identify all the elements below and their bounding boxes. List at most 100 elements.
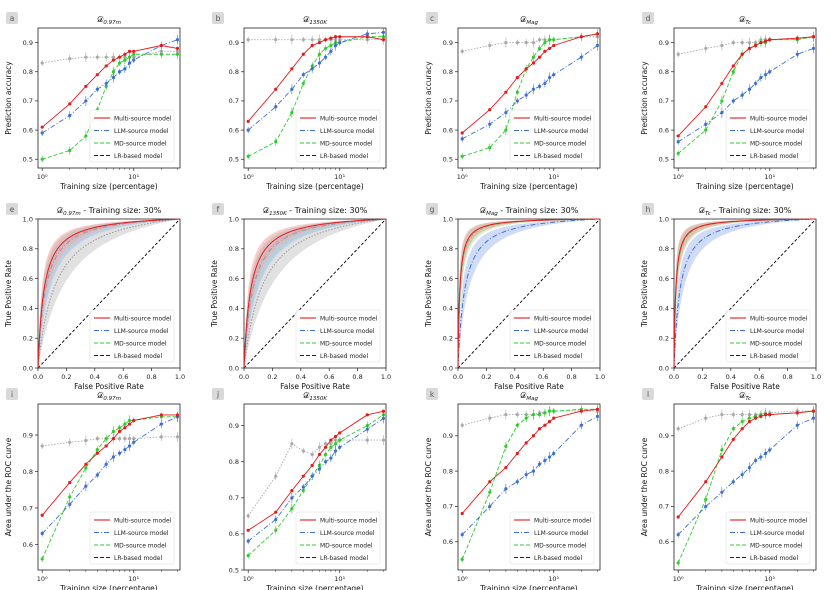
data-point — [595, 32, 600, 36]
legend-label: Multi-source model — [534, 115, 592, 122]
data-point — [731, 412, 735, 417]
y-tick-label: 0.4 — [23, 305, 33, 313]
series-multi-source-model — [673, 218, 817, 369]
data-point — [310, 474, 314, 478]
data-point — [811, 409, 816, 413]
y-tick-label: 0.0 — [229, 364, 239, 372]
data-point — [795, 52, 799, 56]
series-line — [41, 45, 178, 128]
data-point — [117, 426, 122, 430]
data-point — [531, 469, 536, 473]
roc-curve — [673, 218, 817, 369]
y-axis-label: True Positive Rate — [4, 260, 13, 328]
panel-letter-badge — [642, 388, 654, 400]
series-line — [41, 39, 178, 134]
chance-diagonal — [673, 218, 817, 369]
y-tick-label: 0.2 — [23, 335, 33, 343]
y-tick-label: 0.8 — [229, 458, 239, 466]
data-point — [763, 451, 768, 456]
data-point — [747, 416, 752, 420]
data-point — [753, 43, 758, 48]
legend-label: LLM-source model — [320, 530, 375, 537]
data-point — [132, 418, 136, 423]
data-point — [84, 55, 88, 59]
legend-box — [509, 511, 595, 565]
x-axis-label: Training size (percentage) — [479, 182, 578, 191]
series-line — [41, 416, 178, 534]
data-point — [524, 441, 528, 445]
data-point — [329, 36, 333, 40]
data-point — [547, 409, 552, 413]
x-tick-label: 10⁰ — [457, 173, 468, 181]
y-tick-label: 0.9 — [23, 39, 33, 47]
data-point — [460, 511, 464, 516]
chart-panel-b: 𝒟1350K b 10⁰ 10¹ 0.5 0.6 0.7 0.8 0.9 Training siz… — [212, 12, 387, 191]
y-tick-label: 1.0 — [659, 215, 669, 223]
legend-box — [725, 109, 811, 163]
data-point — [310, 43, 314, 48]
y-axis-label: True Positive Rate — [210, 260, 219, 328]
data-point — [676, 427, 680, 431]
data-point — [504, 90, 508, 94]
data-point — [531, 61, 536, 65]
y-axis-label: True Positive Rate — [640, 260, 649, 328]
legend-box — [725, 511, 811, 565]
data-point — [515, 412, 519, 417]
x-tick-label: 10⁰ — [243, 575, 254, 583]
panel-title: 𝒟Tc - Training size: 30% — [699, 206, 792, 217]
data-point — [704, 128, 708, 132]
y-tick-label: 0.7 — [659, 97, 669, 105]
data-point — [290, 507, 294, 511]
series-line — [462, 33, 598, 157]
panel-letter-badge — [642, 12, 654, 24]
data-point — [547, 38, 552, 42]
data-point — [720, 412, 724, 417]
series-llm-source-model — [673, 218, 817, 369]
data-point — [111, 75, 116, 80]
y-tick-label: 0.2 — [229, 335, 239, 343]
series-multi-source-model — [243, 218, 387, 369]
x-tick-label: 10⁰ — [673, 575, 684, 583]
data-point — [246, 119, 250, 123]
data-point — [759, 75, 763, 80]
data-point — [460, 137, 464, 141]
data-point — [111, 437, 116, 441]
y-tick-label: 1.0 — [229, 215, 239, 223]
x-axis-label: Training size (percentage) — [695, 584, 794, 590]
data-point — [246, 528, 250, 532]
series-line — [461, 415, 598, 535]
data-point — [531, 87, 536, 91]
data-point — [175, 435, 180, 439]
y-tick-label: 0.6 — [443, 538, 453, 546]
series-line — [41, 414, 178, 516]
data-point — [132, 49, 136, 53]
data-point — [524, 473, 528, 477]
data-point — [127, 418, 132, 423]
data-point — [547, 75, 552, 80]
data-point — [290, 496, 294, 500]
data-point — [515, 423, 519, 427]
panel-title: 𝒟Tc — [739, 15, 751, 26]
series-lr-based-model — [246, 435, 386, 519]
legend-label: LR-based model — [750, 555, 798, 562]
plot-frame — [243, 218, 387, 369]
series-llm-source-model — [40, 411, 180, 537]
series-lr-based-model — [37, 218, 181, 369]
series-line — [247, 31, 384, 131]
legend-label: LLM-source model — [114, 328, 169, 335]
data-point — [676, 515, 680, 519]
data-point — [333, 449, 338, 453]
data-point — [301, 73, 305, 77]
y-tick-label: 0.4 — [229, 305, 239, 313]
data-point — [747, 46, 752, 51]
legend-label: MD-source model — [750, 140, 803, 147]
data-point — [547, 46, 552, 51]
data-point — [246, 539, 250, 543]
y-tick-label: 0.9 — [443, 39, 453, 47]
data-point — [537, 84, 542, 88]
chart-panel-j: 𝒟1350K j 10⁰ 10¹ 0.5 0.6 0.7 0.8 0.9 Training siz… — [212, 388, 387, 590]
data-point — [676, 140, 680, 144]
series-line — [247, 439, 384, 517]
series-multi-source-model — [246, 35, 386, 123]
data-point — [531, 55, 536, 59]
